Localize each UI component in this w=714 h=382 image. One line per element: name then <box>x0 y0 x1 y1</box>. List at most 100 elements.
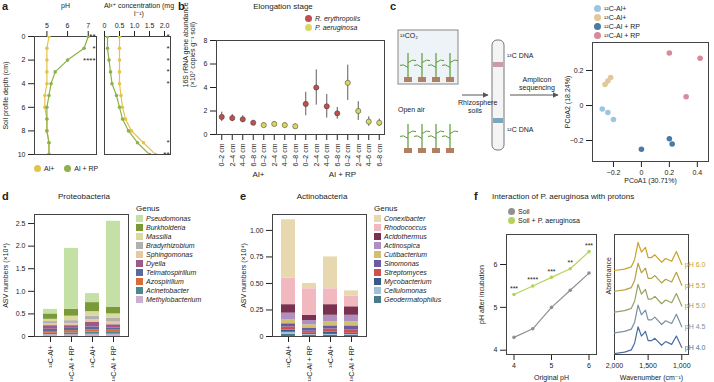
svg-text:4: 4 <box>512 362 516 369</box>
svg-text:*: * <box>166 56 169 65</box>
svg-text:0.50: 0.50 <box>250 280 264 287</box>
svg-text:0: 0 <box>260 333 264 340</box>
svg-text:0.4: 0.4 <box>692 169 702 176</box>
svg-text:4: 4 <box>204 84 208 91</box>
svg-text:6: 6 <box>204 60 208 67</box>
svg-text:2.0: 2.0 <box>160 22 170 29</box>
svg-text:0.5: 0.5 <box>16 310 26 317</box>
svg-text:****: **** <box>83 56 95 65</box>
svg-text:6: 6 <box>587 362 591 369</box>
svg-text:0: 0 <box>639 169 643 176</box>
svg-text:6: 6 <box>66 22 70 29</box>
svg-text:**: ** <box>163 150 169 159</box>
svg-text:4–6 cm: 4–6 cm <box>281 143 288 166</box>
svg-text:ASV numbers (×10⁴): ASV numbers (×10⁴) <box>2 243 10 308</box>
svg-text:6–8 cm: 6–8 cm <box>333 143 340 166</box>
svg-text:4–6 cm: 4–6 cm <box>323 143 330 166</box>
svg-text:0.25: 0.25 <box>250 306 264 313</box>
svg-text:1,500: 1,500 <box>639 362 657 369</box>
svg-text:**: ** <box>568 259 574 266</box>
svg-text:0.5: 0.5 <box>115 22 125 29</box>
svg-text:Al + RP: Al + RP <box>329 170 356 179</box>
svg-text:pH 4.5: pH 4.5 <box>685 323 706 331</box>
svg-text:*: * <box>166 79 169 88</box>
svg-text:¹²C-Al + RP: ¹²C-Al + RP <box>68 345 75 381</box>
svg-text:Absorbance: Absorbance <box>605 257 612 294</box>
svg-text:6–8 cm: 6–8 cm <box>291 143 298 166</box>
svg-text:¹³C-Al + RP: ¹³C-Al + RP <box>348 345 355 381</box>
svg-text:1.00: 1.00 <box>250 227 264 234</box>
svg-text:***: *** <box>585 242 593 249</box>
svg-text:**: ** <box>89 32 95 41</box>
svg-text:Wavenumber (cm⁻¹): Wavenumber (cm⁻¹) <box>620 374 683 382</box>
svg-text:4: 4 <box>494 346 498 353</box>
svg-text:ASV numbers (×10⁴): ASV numbers (×10⁴) <box>240 243 248 308</box>
svg-text:pH: pH <box>61 2 70 10</box>
svg-text:0: 0 <box>22 33 26 40</box>
svg-text:6: 6 <box>22 104 26 111</box>
svg-text:2.0: 2.0 <box>16 242 26 249</box>
svg-text:6: 6 <box>494 261 498 268</box>
svg-text:−0.2: −0.2 <box>607 169 621 176</box>
svg-text:2: 2 <box>22 56 26 63</box>
svg-text:*: * <box>166 32 169 41</box>
svg-text:0: 0 <box>103 22 107 29</box>
svg-text:1.5: 1.5 <box>16 265 26 272</box>
svg-text:Original pH: Original pH <box>534 374 569 382</box>
svg-text:0.2: 0.2 <box>574 67 584 74</box>
svg-text:6–8 cm: 6–8 cm <box>375 143 382 166</box>
svg-text:*: * <box>92 44 95 53</box>
svg-text:5: 5 <box>550 362 554 369</box>
svg-text:pH 5.0: pH 5.0 <box>685 302 706 310</box>
svg-text:16S rRNA gene abundance(×10⁷ c: 16S rRNA gene abundance(×10⁷ copies g⁻¹ … <box>182 2 197 87</box>
svg-text:2–4 cm: 2–4 cm <box>312 143 319 166</box>
svg-text:1,000: 1,000 <box>673 362 691 369</box>
svg-text:¹²C-Al + RP: ¹²C-Al + RP <box>306 345 313 381</box>
svg-text:1.0: 1.0 <box>130 22 140 29</box>
svg-text:0.2: 0.2 <box>665 169 675 176</box>
svg-text:pH 4.0: pH 4.0 <box>685 344 706 352</box>
svg-text:pH 6.0: pH 6.0 <box>685 261 706 269</box>
svg-text:0: 0 <box>22 333 26 340</box>
svg-text:Soil profile depth (cm): Soil profile depth (cm) <box>2 61 10 129</box>
svg-text:¹³C-Al+: ¹³C-Al+ <box>327 346 334 368</box>
svg-text:PCoA2 (18.24%): PCoA2 (18.24%) <box>564 76 572 129</box>
svg-text:Al+: Al+ <box>253 170 265 179</box>
svg-text:***: *** <box>547 268 555 275</box>
svg-text:8: 8 <box>204 37 208 44</box>
svg-text:*: * <box>166 138 169 147</box>
svg-text:¹²C-Al+: ¹²C-Al+ <box>285 346 292 368</box>
svg-text:4–6 cm: 4–6 cm <box>365 143 372 166</box>
svg-text:1.0: 1.0 <box>16 288 26 295</box>
svg-text:0: 0 <box>580 102 584 109</box>
svg-text:pH after incubation: pH after incubation <box>478 265 486 324</box>
svg-text:4: 4 <box>22 80 26 87</box>
svg-text:5: 5 <box>494 304 498 311</box>
svg-text:PCoA1 (30.71%): PCoA1 (30.71%) <box>624 177 677 185</box>
svg-text:pH 5.5: pH 5.5 <box>685 282 706 290</box>
svg-text:¹³C-Al + RP: ¹³C-Al + RP <box>110 345 117 381</box>
svg-text:7: 7 <box>86 22 90 29</box>
svg-text:0–2 cm: 0–2 cm <box>302 143 309 166</box>
svg-text:2: 2 <box>204 107 208 114</box>
svg-text:−0.2: −0.2 <box>570 137 584 144</box>
svg-text:6–8 cm: 6–8 cm <box>249 143 256 166</box>
svg-text:****: **** <box>527 276 538 283</box>
svg-text:2–4 cm: 2–4 cm <box>228 143 235 166</box>
svg-text:0–2 cm: 0–2 cm <box>344 143 351 166</box>
svg-text:¹²C-Al+: ¹²C-Al+ <box>47 346 54 368</box>
svg-text:8: 8 <box>22 127 26 134</box>
svg-text:2–4 cm: 2–4 cm <box>270 143 277 166</box>
svg-text:2–4 cm: 2–4 cm <box>354 143 361 166</box>
svg-text:5: 5 <box>45 22 49 29</box>
svg-text:2.5: 2.5 <box>16 220 26 227</box>
svg-text:0.75: 0.75 <box>250 253 264 260</box>
svg-text:1.5: 1.5 <box>145 22 155 29</box>
svg-text:4–6 cm: 4–6 cm <box>239 143 246 166</box>
svg-text:0–2 cm: 0–2 cm <box>260 143 267 166</box>
svg-text:10: 10 <box>18 151 26 158</box>
svg-text:*: * <box>166 44 169 53</box>
svg-text:***: *** <box>510 285 518 292</box>
svg-text:¹³C-Al+: ¹³C-Al+ <box>89 346 96 368</box>
svg-text:2,000: 2,000 <box>606 362 624 369</box>
